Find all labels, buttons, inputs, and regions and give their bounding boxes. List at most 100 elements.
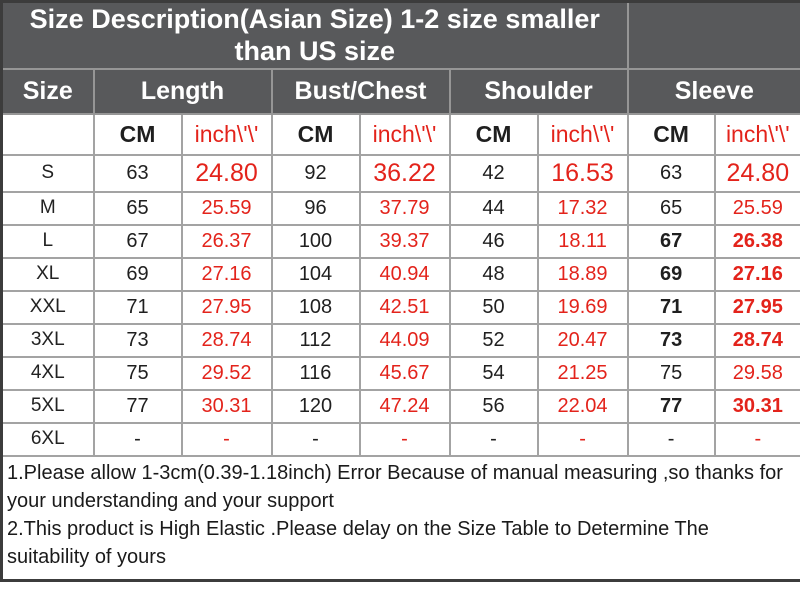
size-label: 6XL (0, 421, 95, 457)
size-label: XXL (0, 289, 95, 325)
cm-value: 104 (270, 256, 361, 292)
inch-value: - (536, 421, 629, 457)
cm-value: 67 (626, 223, 716, 259)
cm-value: 48 (448, 256, 539, 292)
cm-value: 52 (448, 322, 539, 358)
inch-value: 18.11 (536, 223, 629, 259)
notes-row: 1.Please allow 1-3cm(0.39-1.18inch) Erro… (0, 454, 800, 582)
inch-value: 17.32 (536, 190, 629, 226)
table-title: Size Description(Asian Size) 1-2 size sm… (0, 0, 629, 70)
table-row: XL 69 27.16 104 40.94 48 18.89 69 27.16 (0, 256, 800, 292)
cm-value: 116 (270, 355, 361, 391)
cm-value: 65 (626, 190, 716, 226)
table-row: L 67 26.37 100 39.37 46 18.11 67 26.38 (0, 223, 800, 259)
unit-empty-cell (0, 112, 95, 156)
column-header-sleeve: Sleeve (626, 67, 800, 115)
inch-value: 25.59 (180, 190, 273, 226)
cm-value: 56 (448, 388, 539, 424)
inch-value: - (713, 421, 800, 457)
inch-value: 39.37 (358, 223, 451, 259)
inch-value: - (180, 421, 273, 457)
cm-value: 63 (626, 153, 716, 193)
size-rows: S 63 24.80 92 36.22 42 16.53 63 24.80 M 65 25.59 96 3… (0, 153, 800, 457)
table-row: M 65 25.59 96 37.79 44 17.32 65 25.59 (0, 190, 800, 226)
notes-cell: 1.Please allow 1-3cm(0.39-1.18inch) Erro… (0, 454, 800, 582)
cm-value: 75 (92, 355, 183, 391)
inch-value: 22.04 (536, 388, 629, 424)
cm-value: 71 (92, 289, 183, 325)
cm-value: 96 (270, 190, 361, 226)
cm-value: - (270, 421, 361, 457)
size-label: XL (0, 256, 95, 292)
inch-value: 24.80 (180, 153, 273, 193)
cm-value: 92 (270, 153, 361, 193)
size-label: 5XL (0, 388, 95, 424)
cm-value: 73 (92, 322, 183, 358)
size-label: M (0, 190, 95, 226)
inch-value: 28.74 (180, 322, 273, 358)
inch-value: 20.47 (536, 322, 629, 358)
inch-value: 27.95 (713, 289, 800, 325)
table-row: 4XL 75 29.52 116 45.67 54 21.25 75 29.58 (0, 355, 800, 391)
inch-value: 25.59 (713, 190, 800, 226)
cm-value: 67 (92, 223, 183, 259)
table-row: S 63 24.80 92 36.22 42 16.53 63 24.80 (0, 153, 800, 193)
inch-value: 24.80 (713, 153, 800, 193)
table-row: 6XL - - - - - - - - (0, 421, 800, 457)
inch-value: 45.67 (358, 355, 451, 391)
size-label: L (0, 223, 95, 259)
cm-value: 73 (626, 322, 716, 358)
inch-value: 26.38 (713, 223, 800, 259)
inch-value: 18.89 (536, 256, 629, 292)
unit-inch-sleeve: inch\'\' (713, 112, 800, 156)
unit-inch-shoulder: inch\'\' (536, 112, 629, 156)
cm-value: 71 (626, 289, 716, 325)
inch-value: 21.25 (536, 355, 629, 391)
cm-value: 77 (626, 388, 716, 424)
cm-value: 44 (448, 190, 539, 226)
inch-value: 19.69 (536, 289, 629, 325)
cm-value: - (626, 421, 716, 457)
cm-value: - (92, 421, 183, 457)
unit-inch-bust: inch\'\' (358, 112, 451, 156)
note-measuring-error: 1.Please allow 1-3cm(0.39-1.18inch) Erro… (7, 461, 783, 512)
note-high-elastic: 2.This product is High Elastic .Please d… (7, 517, 709, 568)
size-label: 4XL (0, 355, 95, 391)
inch-value: 37.79 (358, 190, 451, 226)
title-row: Size Description(Asian Size) 1-2 size sm… (0, 0, 800, 70)
table-row: 3XL 73 28.74 112 44.09 52 20.47 73 28.74 (0, 322, 800, 358)
inch-value: 27.16 (180, 256, 273, 292)
table-row: XXL 71 27.95 108 42.51 50 19.69 71 27.95 (0, 289, 800, 325)
inch-value: 42.51 (358, 289, 451, 325)
cm-value: 63 (92, 153, 183, 193)
cm-value: 50 (448, 289, 539, 325)
cm-value: - (448, 421, 539, 457)
cm-value: 75 (626, 355, 716, 391)
cm-value: 46 (448, 223, 539, 259)
unit-header-row: CM inch\'\' CM inch\'\' CM inch\'\' CM i… (0, 112, 800, 156)
unit-cm-sleeve: CM (626, 112, 716, 156)
inch-value: 26.37 (180, 223, 273, 259)
inch-value: 29.52 (180, 355, 273, 391)
cm-value: 42 (448, 153, 539, 193)
cm-value: 65 (92, 190, 183, 226)
inch-value: 36.22 (358, 153, 451, 193)
inch-value: - (358, 421, 451, 457)
column-header-shoulder: Shoulder (448, 67, 629, 115)
inch-value: 27.16 (713, 256, 800, 292)
unit-cm-bust: CM (270, 112, 361, 156)
inch-value: 40.94 (358, 256, 451, 292)
inch-value: 44.09 (358, 322, 451, 358)
size-label: 3XL (0, 322, 95, 358)
cm-value: 108 (270, 289, 361, 325)
column-header-bust-chest: Bust/Chest (270, 67, 451, 115)
inch-value: 30.31 (180, 388, 273, 424)
cm-value: 77 (92, 388, 183, 424)
inch-value: 29.58 (713, 355, 800, 391)
cm-value: 120 (270, 388, 361, 424)
cm-value: 112 (270, 322, 361, 358)
size-label: S (0, 153, 95, 193)
column-header-row: Size Length Bust/Chest Shoulder Sleeve (0, 67, 800, 115)
cm-value: 69 (92, 256, 183, 292)
inch-value: 30.31 (713, 388, 800, 424)
